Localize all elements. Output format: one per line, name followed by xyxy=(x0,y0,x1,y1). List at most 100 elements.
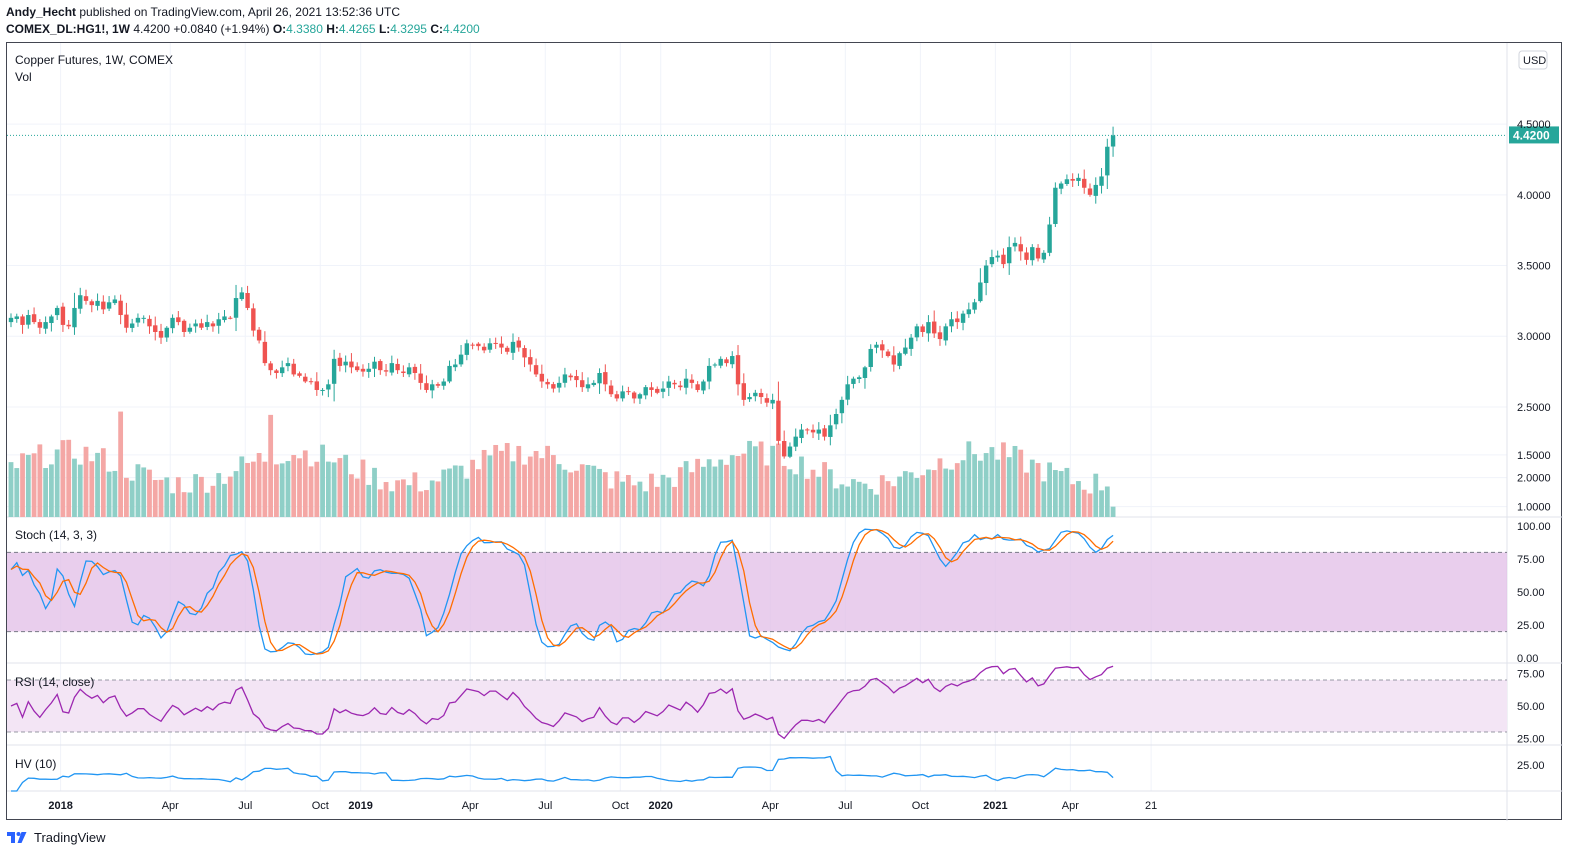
candle-body xyxy=(510,341,516,353)
price-tick-label: 2.0000 xyxy=(1517,473,1551,485)
candle-body xyxy=(908,337,914,349)
footer-brand[interactable]: TradingView xyxy=(34,829,106,845)
candle-body xyxy=(262,341,268,364)
volume-bar xyxy=(533,450,539,517)
candle-body xyxy=(297,373,302,376)
volume-bar xyxy=(712,466,718,517)
volume-bar xyxy=(677,467,683,517)
volume-bar xyxy=(8,462,14,517)
candle-body xyxy=(943,326,948,341)
author-name[interactable]: Andy_Hecht xyxy=(6,5,77,19)
volume-bar xyxy=(741,453,747,517)
candle-body xyxy=(349,361,354,368)
open-value: 4.3380 xyxy=(286,22,323,36)
volume-bar xyxy=(77,464,83,517)
price-change: +0.0840 (+1.94%) xyxy=(173,22,270,36)
volume-bar xyxy=(585,465,591,517)
candle-body xyxy=(920,326,925,332)
volume-bar xyxy=(908,472,914,517)
volume-bar xyxy=(527,456,533,517)
chart-canvas[interactable]: 4.4200 Copper Futures, 1W, COMEX Vol Stoch … xyxy=(7,43,1563,821)
candle-body xyxy=(355,366,360,371)
volume-bar xyxy=(499,450,504,517)
volume-bar xyxy=(926,469,931,517)
volume-bar xyxy=(851,479,856,517)
volume-bar xyxy=(152,480,158,517)
volume-bar xyxy=(914,477,920,517)
volume-bar xyxy=(366,484,372,517)
candle-body xyxy=(689,379,695,383)
ohlc-line: COMEX_DL:HG1!, 1W 4.4200 +0.0840 (+1.94%… xyxy=(6,21,1566,38)
candle-body xyxy=(78,295,83,309)
volume-bar xyxy=(1099,490,1104,517)
candle-body xyxy=(233,298,239,318)
volume-bar xyxy=(897,476,902,517)
volume-bar xyxy=(706,459,712,517)
price-tick-label: 3.5000 xyxy=(1517,261,1551,273)
candle-body xyxy=(458,354,464,365)
volume-bar xyxy=(170,493,175,517)
volume-bar xyxy=(112,470,118,517)
candle-body xyxy=(54,307,60,316)
candle-body xyxy=(885,351,891,357)
candle-body xyxy=(701,381,706,391)
volume-bar xyxy=(602,472,608,517)
volume-bar xyxy=(66,439,72,517)
volume-bar xyxy=(649,473,654,517)
volume-bar xyxy=(758,441,764,517)
volume-bar xyxy=(20,453,25,517)
volume-bar xyxy=(227,476,233,517)
volume-bar xyxy=(643,491,649,517)
hv-tick-label: 25.00 xyxy=(1517,760,1545,772)
volume-bar xyxy=(539,458,545,517)
volume-bar xyxy=(810,469,816,517)
candle-body xyxy=(101,301,106,310)
candle-body xyxy=(545,381,550,385)
volume-bar xyxy=(441,469,447,517)
stoch-tick-label: 100.00 xyxy=(1517,521,1551,533)
time-tick-label: Jul xyxy=(238,800,252,812)
candle-body xyxy=(1024,252,1029,260)
candle-body xyxy=(360,368,366,372)
candle-body xyxy=(499,343,504,348)
candle-body xyxy=(1082,178,1087,188)
candle-body xyxy=(268,363,273,371)
candle-body xyxy=(591,382,596,386)
high-value: 4.4265 xyxy=(338,22,376,36)
volume-bar xyxy=(325,461,331,517)
volume-bar xyxy=(106,471,112,517)
candle-body xyxy=(395,363,400,371)
candle-body xyxy=(643,387,648,396)
candle-body xyxy=(95,300,100,306)
volume-bar xyxy=(487,455,493,517)
volume-bar xyxy=(493,444,499,517)
candle-body xyxy=(430,384,435,391)
candle-body xyxy=(828,425,833,437)
volume-bar xyxy=(954,463,960,517)
candle-body xyxy=(170,317,175,329)
volume-bar xyxy=(268,414,274,517)
volume-bar xyxy=(1070,484,1076,517)
volume-bar xyxy=(966,441,972,517)
currency-label: USD xyxy=(1523,55,1546,67)
volume-bar xyxy=(147,469,152,517)
candle-body xyxy=(26,315,31,325)
volume-bar xyxy=(233,471,239,517)
volume-bar xyxy=(1041,481,1047,517)
chart-frame[interactable]: 4.4200 Copper Futures, 1W, COMEX Vol Stoch … xyxy=(6,42,1563,821)
candle-body xyxy=(626,391,631,393)
volume-bar xyxy=(320,444,325,517)
candle-body xyxy=(153,325,158,332)
candle-body xyxy=(960,313,966,323)
volume-bar xyxy=(239,456,245,517)
volume-bar xyxy=(141,467,147,517)
candle-body xyxy=(678,385,683,388)
time-tick-label: Apr xyxy=(1062,800,1079,812)
volume-tick-label: 1.0000 xyxy=(1517,502,1551,514)
candle-body xyxy=(724,359,729,364)
price-tick-label: 2.5000 xyxy=(1517,402,1551,414)
price-tick-label: 3.0000 xyxy=(1517,331,1551,343)
time-tick-label: Apr xyxy=(162,800,179,812)
candle-body xyxy=(735,355,741,385)
volume-bar xyxy=(481,449,487,517)
